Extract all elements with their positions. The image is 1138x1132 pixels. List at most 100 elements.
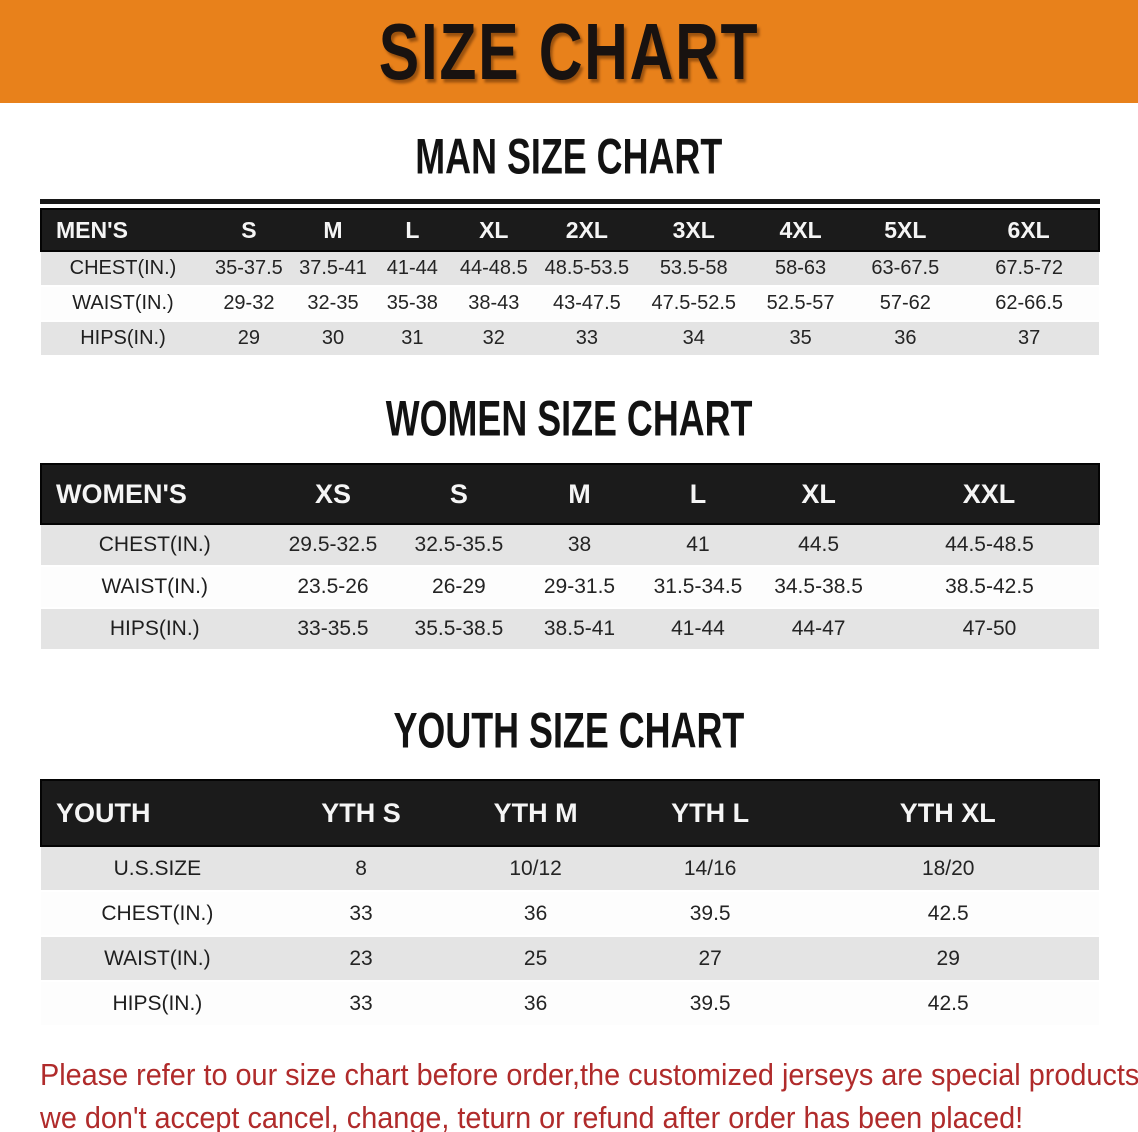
size-cell: 36 — [851, 321, 960, 357]
size-cell: 25 — [448, 936, 623, 982]
women-section-heading-text: WOMEN SIZE CHART — [385, 389, 753, 447]
col-header: M — [292, 208, 374, 252]
col-header: 4XL — [749, 208, 852, 252]
size-cell: 34 — [637, 321, 750, 357]
size-cell: 35 — [749, 321, 852, 357]
size-cell: 43-47.5 — [536, 286, 638, 322]
size-cell: 53.5-58 — [637, 251, 750, 287]
size-cell: 38.5-42.5 — [879, 566, 1099, 609]
size-cell: 41-44 — [638, 608, 758, 651]
size-cell: 37.5-41 — [292, 251, 374, 287]
table-row: WAIST(IN.) 23.5-26 26-29 29-31.5 31.5-34… — [41, 566, 1099, 609]
size-cell: 14/16 — [622, 846, 798, 892]
size-cell: 44-47 — [757, 608, 880, 651]
size-cell: 33 — [273, 981, 449, 1027]
col-header: XS — [268, 463, 398, 525]
size-cell: 34.5-38.5 — [757, 566, 880, 609]
row-label: HIPS(IN.) — [41, 321, 205, 357]
row-label: U.S.SIZE — [41, 846, 274, 892]
row-label: WAIST(IN.) — [41, 286, 205, 322]
men-header-label: MEN'S — [40, 208, 205, 252]
col-header: YTH M — [448, 779, 623, 847]
col-header: S — [397, 463, 521, 525]
disclaimer-line-1-text: Please refer to our size chart before or… — [40, 1057, 1138, 1092]
women-header-label: WOMEN'S — [39, 463, 269, 525]
row-label: HIPS(IN.) — [41, 981, 274, 1027]
col-header: XXL — [879, 463, 1101, 525]
size-cell: 32-35 — [292, 286, 374, 322]
youth-section-heading: YOUTH SIZE CHART — [0, 701, 1138, 759]
size-cell: 57-62 — [851, 286, 960, 322]
table-row: HIPS(IN.) 29 30 31 32 33 34 35 36 37 — [41, 321, 1099, 357]
banner-title: SIZE CHART — [378, 6, 760, 97]
col-header: 3XL — [637, 208, 750, 252]
size-cell: 8 — [273, 846, 449, 892]
table-row: HIPS(IN.) 33-35.5 35.5-38.5 38.5-41 41-4… — [41, 608, 1099, 651]
col-header: M — [520, 463, 639, 525]
youth-header-label: YOUTH — [40, 779, 274, 847]
men-section-heading-text: MAN SIZE CHART — [415, 127, 723, 185]
disclaimer-line-1: Please refer to our size chart before or… — [40, 1053, 1138, 1096]
size-cell: 31.5-34.5 — [638, 566, 758, 609]
size-cell: 39.5 — [622, 981, 798, 1027]
size-cell: 35-37.5 — [204, 251, 293, 287]
men-table-top-rule — [40, 199, 1100, 204]
size-cell: 30 — [292, 321, 374, 357]
col-header: L — [373, 208, 452, 252]
youth-size-table: YOUTH YTH S YTH M YTH L YTH XL U.S.SIZE … — [40, 779, 1100, 1027]
size-cell: 42.5 — [797, 891, 1099, 937]
size-cell: 29-31.5 — [520, 566, 639, 609]
col-header: 5XL — [851, 208, 960, 252]
size-cell: 29.5-32.5 — [268, 524, 398, 567]
size-cell: 32 — [451, 321, 537, 357]
size-cell: 63-67.5 — [851, 251, 960, 287]
disclaimer-line-2: we don't accept cancel, change, teturn o… — [40, 1096, 1138, 1132]
banner: SIZE CHART — [0, 0, 1138, 103]
disclaimer-line-2-text: we don't accept cancel, change, teturn o… — [40, 1100, 1024, 1132]
row-label: HIPS(IN.) — [41, 608, 269, 651]
size-cell: 41 — [638, 524, 758, 567]
row-label: CHEST(IN.) — [41, 891, 274, 937]
youth-section-heading-text: YOUTH SIZE CHART — [393, 701, 745, 759]
size-cell: 67.5-72 — [959, 251, 1099, 287]
row-label: WAIST(IN.) — [41, 566, 269, 609]
size-cell: 38-43 — [451, 286, 537, 322]
women-header-row: WOMEN'S XS S M L XL XXL — [39, 463, 1101, 525]
row-label: CHEST(IN.) — [41, 524, 269, 567]
men-header-row: MEN'S S M L XL 2XL 3XL 4XL 5XL 6XL — [40, 208, 1100, 252]
size-cell: 35-38 — [373, 286, 452, 322]
size-cell: 33-35.5 — [268, 608, 398, 651]
size-cell: 26-29 — [397, 566, 521, 609]
table-row: U.S.SIZE 8 10/12 14/16 18/20 — [41, 846, 1099, 892]
size-cell: 37 — [959, 321, 1099, 357]
col-header: S — [204, 208, 293, 252]
table-row: CHEST(IN.) 33 36 39.5 42.5 — [41, 891, 1099, 937]
size-cell: 44.5 — [757, 524, 880, 567]
size-cell: 58-63 — [749, 251, 852, 287]
men-section-heading: MAN SIZE CHART — [0, 127, 1138, 185]
row-label: CHEST(IN.) — [41, 251, 205, 287]
size-cell: 62-66.5 — [959, 286, 1099, 322]
table-row: CHEST(IN.) 35-37.5 37.5-41 41-44 44-48.5… — [41, 251, 1099, 287]
size-cell: 29 — [797, 936, 1099, 982]
size-cell: 38 — [520, 524, 639, 567]
women-size-table: WOMEN'S XS S M L XL XXL CHEST(IN.) 29.5-… — [39, 463, 1101, 651]
col-header: YTH L — [622, 779, 798, 847]
men-size-table: MEN'S S M L XL 2XL 3XL 4XL 5XL 6XL CHEST… — [40, 199, 1100, 357]
col-header: XL — [757, 463, 880, 525]
size-cell: 23.5-26 — [268, 566, 398, 609]
size-cell: 33 — [273, 891, 449, 937]
col-header: 2XL — [536, 208, 638, 252]
table-row: WAIST(IN.) 29-32 32-35 35-38 38-43 43-47… — [41, 286, 1099, 322]
footer-disclaimer: Please refer to our size chart before or… — [40, 1053, 1138, 1132]
size-cell: 44.5-48.5 — [879, 524, 1099, 567]
size-cell: 47.5-52.5 — [637, 286, 750, 322]
size-cell: 23 — [273, 936, 449, 982]
size-cell: 47-50 — [879, 608, 1099, 651]
size-cell: 33 — [536, 321, 638, 357]
size-cell: 48.5-53.5 — [536, 251, 638, 287]
women-section-heading: WOMEN SIZE CHART — [0, 389, 1138, 447]
size-cell: 41-44 — [373, 251, 452, 287]
col-header: YTH XL — [797, 779, 1100, 847]
